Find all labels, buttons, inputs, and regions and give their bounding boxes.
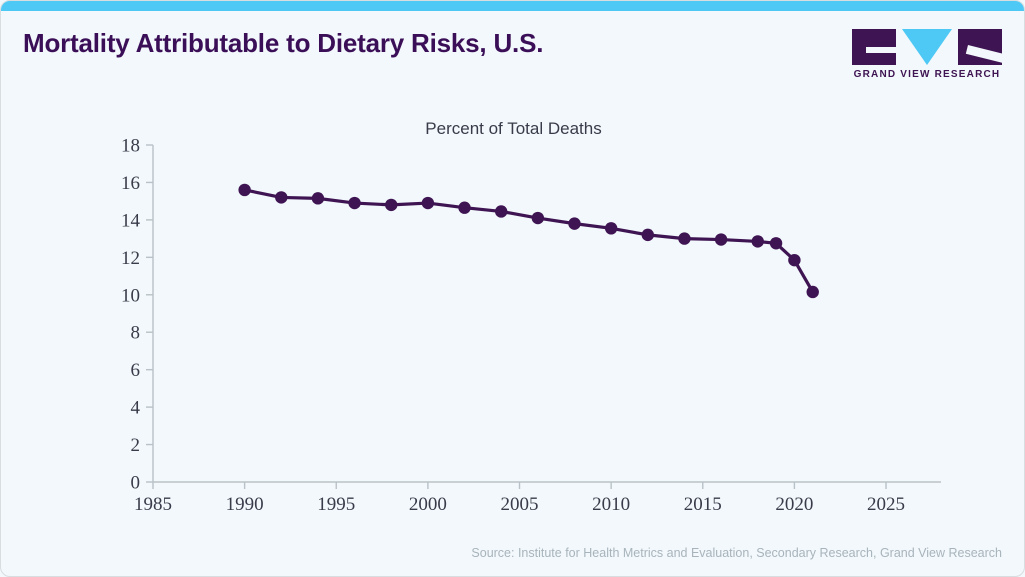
data-point: [769, 237, 783, 250]
line-chart-plot: 0 2 4 6 8 10 12 14 16 18 1985 1990 1995 2000 2005 2010 2…: [121, 136, 941, 515]
y-tick-label: 4: [131, 398, 141, 419]
series-line-0: [243, 188, 815, 294]
x-tick-label: 1995: [317, 494, 355, 515]
logo-wordmark: GRAND VIEW RESEARCH: [853, 69, 1001, 80]
x-tick-label: 2020: [775, 494, 813, 515]
logo-marks: [852, 29, 1002, 65]
data-point: [458, 201, 471, 214]
data-point: [788, 253, 801, 267]
x-tick-label: 1990: [226, 494, 264, 515]
data-point: [678, 232, 691, 245]
y-tick-label: 18: [121, 136, 140, 157]
data-point: [311, 192, 325, 205]
logo-r-icon: [958, 29, 1002, 65]
y-tick-label: 2: [131, 435, 141, 456]
x-tick-label: 2010: [592, 494, 630, 515]
y-tick-label: 14: [121, 210, 141, 231]
y-tick-label: 16: [121, 173, 140, 194]
data-point: [531, 211, 545, 225]
grand-view-research-logo: GRAND VIEW RESEARCH: [852, 29, 1002, 87]
x-tick-label: 2005: [501, 494, 539, 515]
y-tick-label: 12: [121, 248, 140, 269]
data-point: [385, 198, 398, 212]
source-note: Source: Institute for Health Metrics and…: [471, 546, 1002, 560]
chart-title: Percent of Total Deaths: [425, 119, 602, 138]
data-point: [806, 285, 819, 299]
chart-container: Percent of Total Deaths 0 2 4 6 8 10 12 14 16 18 1…: [1, 89, 1024, 529]
logo-g-icon: [852, 29, 896, 65]
y-tick-label: 6: [131, 360, 141, 381]
data-point: [275, 191, 288, 204]
x-tick-label: 2025: [867, 494, 905, 515]
x-tick-label: 2015: [684, 494, 722, 515]
data-point: [568, 217, 581, 230]
data-point: [641, 228, 654, 242]
data-point: [348, 196, 361, 210]
x-tick-label: 1985: [134, 494, 172, 515]
page-header: Mortality Attributable to Dietary Risks,…: [1, 11, 1024, 89]
y-tick-label: 8: [131, 323, 141, 344]
data-point: [421, 196, 435, 210]
data-point: [751, 235, 764, 248]
data-point: [494, 205, 508, 218]
logo-v-icon: [902, 29, 952, 65]
y-tick-label: 10: [121, 285, 140, 306]
page-title: Mortality Attributable to Dietary Risks,…: [23, 28, 544, 58]
data-point: [604, 222, 618, 235]
y-tick-label: 0: [131, 473, 141, 494]
data-point: [714, 233, 728, 246]
accent-top-bar: [1, 1, 1024, 11]
data-point: [238, 183, 251, 197]
x-tick-label: 2000: [409, 494, 447, 515]
